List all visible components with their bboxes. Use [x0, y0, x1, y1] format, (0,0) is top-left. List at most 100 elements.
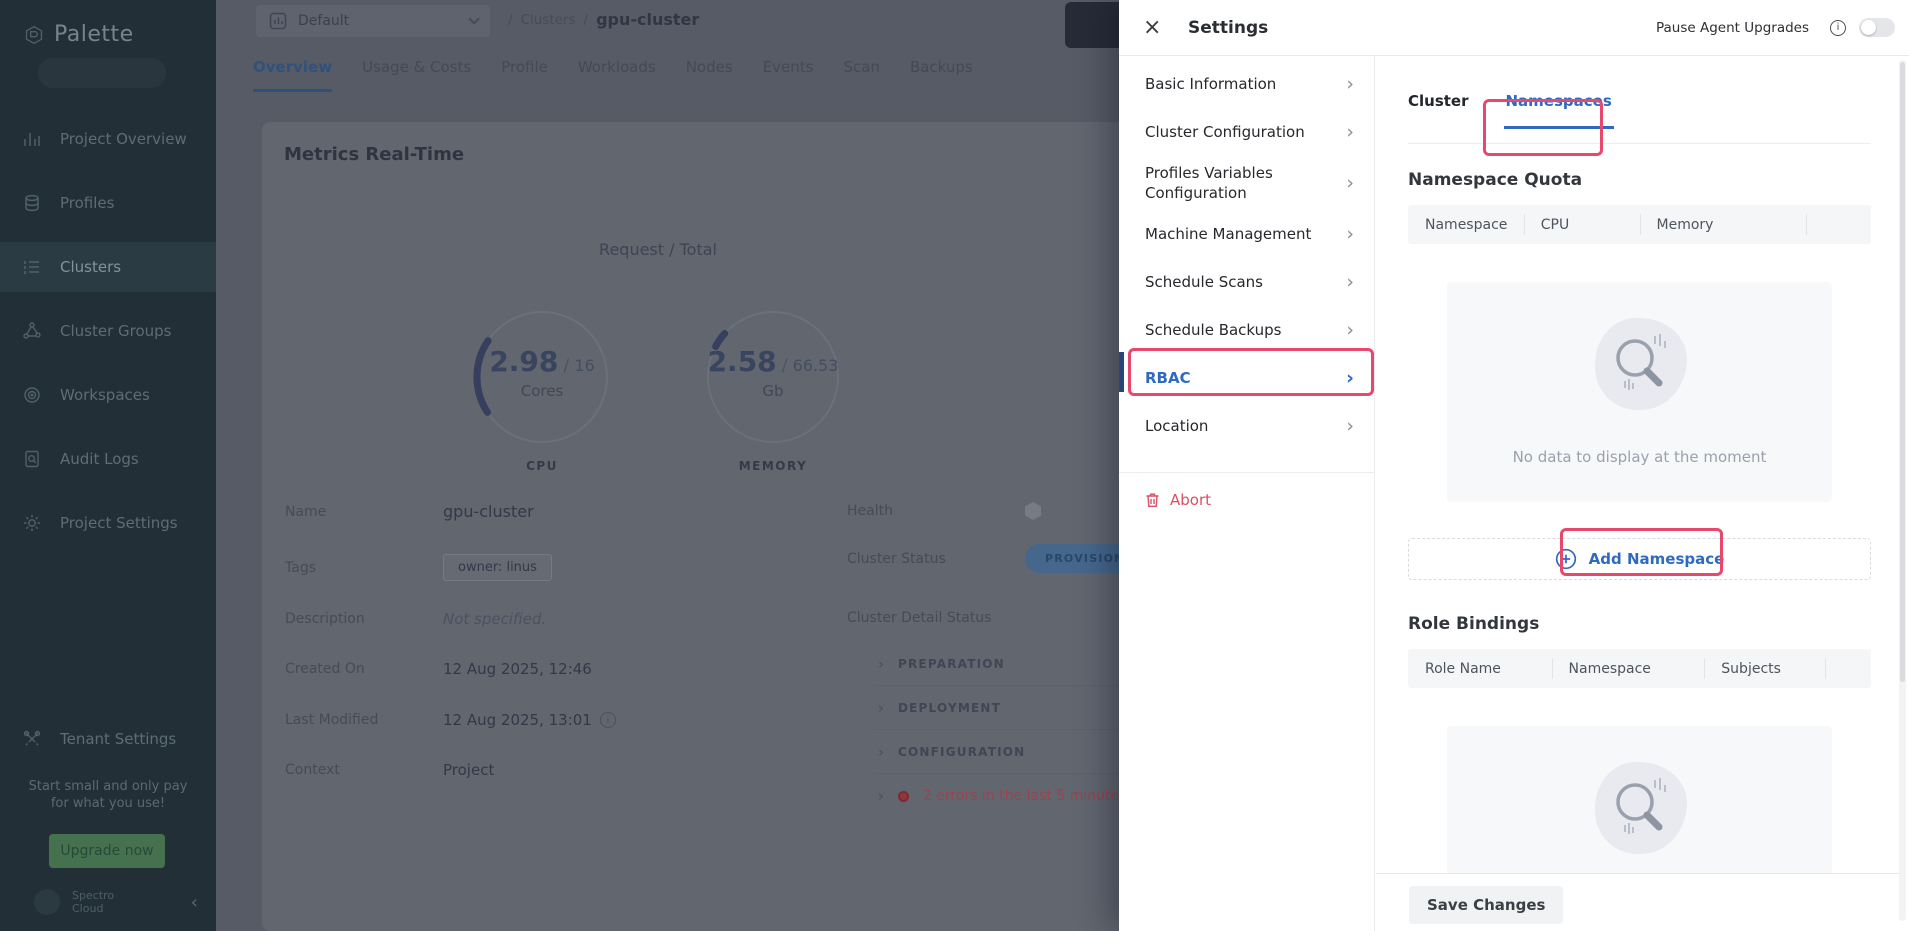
add-namespace-container: Add Namespace: [1408, 538, 1871, 580]
target-icon: [24, 387, 40, 403]
close-icon[interactable]: ×: [1143, 14, 1162, 40]
sidebar: Palette Project Overview Profiles Cluste…: [0, 0, 216, 931]
pause-agent-upgrades-toggle[interactable]: [1859, 18, 1895, 37]
sidebar-item-label: Project Settings: [60, 514, 178, 532]
sidebar-item-label: Project Overview: [60, 130, 187, 148]
tab-namespaces[interactable]: Namespaces: [1503, 92, 1614, 143]
cpu-unit: Cores: [520, 382, 564, 400]
detail-row-description: Description Not specified.: [285, 610, 547, 628]
settings-title: Settings: [1188, 17, 1269, 38]
error-count-text: 2 errors in the last 5 minutes: [923, 788, 1127, 804]
detail-row-created: Created On 12 Aug 2025, 12:46: [285, 660, 592, 678]
active-tab-underline: [1503, 126, 1614, 129]
tab-overview[interactable]: Overview: [253, 58, 333, 92]
settings-nav-schedule-scans[interactable]: Schedule Scans ›: [1145, 271, 1354, 293]
sidebar-item-label: Clusters: [60, 258, 122, 276]
breadcrumb-clusters[interactable]: Clusters: [520, 11, 576, 28]
role-bindings-title: Role Bindings: [1408, 614, 1540, 634]
cluster-tabs: Overview Usage & Costs Profile Workloads…: [253, 58, 973, 92]
detail-row-name: Name gpu-cluster: [285, 502, 534, 521]
cpu-total-value: 16: [574, 356, 595, 375]
abort-button[interactable]: Abort: [1119, 473, 1374, 527]
gauge-subtitle: Request / Total: [599, 240, 717, 259]
cpu-gauge-label: CPU: [526, 459, 558, 473]
chevron-down-icon: [468, 13, 480, 25]
tab-cluster[interactable]: Cluster: [1408, 92, 1469, 110]
chevron-right-icon: ›: [1346, 415, 1354, 437]
nav-divider: [1119, 472, 1374, 473]
tab-events[interactable]: Events: [762, 58, 814, 76]
save-changes-button[interactable]: Save Changes: [1409, 886, 1564, 924]
pause-agent-upgrades-group: Pause Agent Upgrades i: [1656, 18, 1895, 37]
role-bindings-table-header: Role Name Namespace Subjects: [1408, 649, 1871, 688]
upgrade-promo-line1: Start small and only pay: [28, 779, 188, 794]
spectro-cloud-logo: [34, 889, 60, 915]
magnifier-icon: [1616, 778, 1666, 834]
tab-usage-costs[interactable]: Usage & Costs: [362, 58, 472, 76]
pause-agent-upgrades-label: Pause Agent Upgrades: [1656, 19, 1809, 36]
chevron-right-icon: ›: [1346, 73, 1354, 95]
namespace-quota-empty-state: No data to display at the moment: [1447, 282, 1832, 502]
sidebar-item-label: Audit Logs: [60, 450, 139, 468]
chevron-right-icon: ›: [1346, 367, 1354, 389]
brand-name: Palette: [54, 22, 134, 47]
sidebar-item-tenant-settings[interactable]: Tenant Settings: [0, 714, 216, 764]
breadcrumb: / Clusters / gpu-cluster: [508, 10, 699, 29]
settings-nav-rbac[interactable]: RBAC ›: [1145, 367, 1354, 389]
sidebar-footer: Spectro Cloud ‹: [0, 879, 216, 931]
magnifier-icon: [1616, 334, 1666, 390]
tools-icon: [23, 730, 41, 746]
metrics-title: Metrics Real-Time: [284, 144, 465, 165]
project-scope-pill[interactable]: [38, 58, 166, 88]
tab-backups[interactable]: Backups: [909, 58, 973, 76]
column-cpu: CPU: [1523, 205, 1640, 244]
sidebar-item-project-overview[interactable]: Project Overview: [0, 114, 216, 164]
chevron-right-icon: ›: [1346, 223, 1354, 245]
cpu-request-value: 2.98: [489, 345, 559, 378]
trash-icon: [1146, 493, 1159, 507]
network-icon: [23, 322, 41, 339]
settings-nav-cluster-configuration[interactable]: Cluster Configuration ›: [1145, 121, 1354, 143]
tab-workloads[interactable]: Workloads: [577, 58, 656, 76]
rbac-settings-content: Cluster Namespaces Namespace Quota Names…: [1375, 56, 1909, 931]
info-icon[interactable]: i: [599, 712, 616, 728]
settings-nav-location[interactable]: Location ›: [1145, 415, 1354, 437]
settings-nav-machine-management[interactable]: Machine Management ›: [1145, 223, 1354, 245]
tab-scan[interactable]: Scan: [843, 58, 880, 76]
sidebar-item-workspaces[interactable]: Workspaces: [0, 370, 216, 420]
sidebar-item-label: Workspaces: [60, 386, 150, 404]
sidebar-item-cluster-groups[interactable]: Cluster Groups: [0, 306, 216, 356]
sidebar-item-audit-logs[interactable]: Audit Logs: [0, 434, 216, 484]
sidebar-item-profiles[interactable]: Profiles: [0, 178, 216, 228]
column-namespace: Namespace: [1425, 216, 1508, 233]
settings-nav-profiles-variables[interactable]: Profiles Variables Configuration ›: [1145, 163, 1354, 202]
upgrade-now-button[interactable]: Upgrade now: [49, 834, 165, 868]
palette-logo: Palette: [24, 22, 134, 47]
project-selector-value: Default: [298, 13, 350, 29]
add-namespace-button[interactable]: Add Namespace: [1555, 548, 1724, 570]
gear-icon: [24, 515, 40, 531]
panel-scrollbar[interactable]: [1899, 60, 1906, 921]
tag-badge: owner: linus: [443, 554, 552, 581]
memory-request-value: 2.58: [707, 345, 777, 378]
sidebar-collapse-chevron-icon[interactable]: ‹: [190, 891, 198, 913]
column-memory: Memory: [1639, 205, 1807, 244]
scrollbar-thumb[interactable]: [1900, 62, 1905, 682]
settings-nav-schedule-backups[interactable]: Schedule Backups ›: [1145, 319, 1354, 341]
tab-nodes[interactable]: Nodes: [685, 58, 733, 76]
project-selector[interactable]: Default: [256, 5, 490, 37]
breadcrumb-separator: /: [583, 11, 589, 28]
sidebar-item-clusters[interactable]: Clusters: [0, 242, 216, 292]
tab-profile[interactable]: Profile: [501, 58, 548, 76]
sidebar-item-project-settings[interactable]: Project Settings: [0, 498, 216, 548]
layers-icon: [25, 194, 39, 212]
plus-circle-icon: [1555, 548, 1576, 570]
info-icon[interactable]: i: [1830, 19, 1846, 36]
settings-nav-basic-information[interactable]: Basic Information ›: [1145, 73, 1354, 95]
cluster-name-value: gpu-cluster: [443, 502, 534, 521]
chevron-right-icon: ›: [878, 742, 884, 761]
settings-panel: × Settings Pause Agent Upgrades i Basic …: [1119, 0, 1909, 931]
memory-total-value: 66.53: [792, 356, 839, 375]
memory-gauge: 2.58 / 66.53 Gb MEMORY: [703, 307, 843, 473]
